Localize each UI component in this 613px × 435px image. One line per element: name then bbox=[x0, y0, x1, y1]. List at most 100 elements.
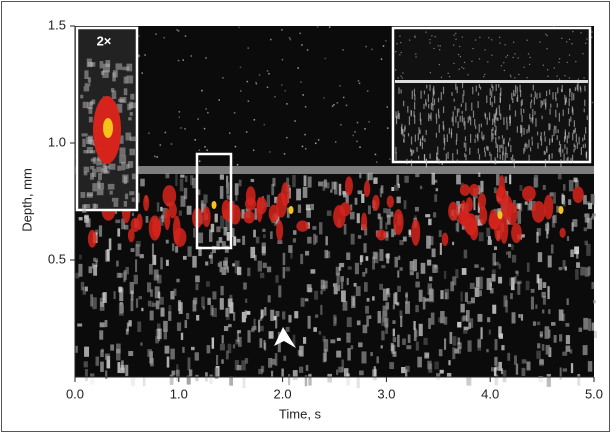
speckle bbox=[186, 312, 190, 320]
speckle bbox=[336, 369, 339, 376]
speckle bbox=[467, 116, 469, 124]
speckle bbox=[486, 145, 488, 150]
speckle bbox=[434, 179, 438, 183]
speckle bbox=[494, 118, 496, 127]
speckle bbox=[438, 230, 442, 238]
speckle bbox=[96, 189, 104, 196]
speckle bbox=[275, 310, 280, 317]
speckle bbox=[180, 195, 186, 207]
speckle bbox=[528, 154, 530, 162]
speckle bbox=[257, 260, 263, 272]
speckle bbox=[161, 215, 165, 223]
speckle bbox=[372, 296, 375, 301]
speckle bbox=[472, 47, 474, 50]
speckle bbox=[413, 328, 417, 342]
speckle bbox=[165, 173, 170, 179]
speckle bbox=[131, 212, 135, 217]
speckle bbox=[504, 176, 508, 184]
speckle bbox=[530, 288, 535, 293]
speckle bbox=[422, 296, 426, 310]
speckle bbox=[304, 106, 307, 108]
speckle bbox=[372, 369, 377, 381]
speckle bbox=[288, 374, 291, 386]
speckle bbox=[394, 292, 398, 305]
speckle bbox=[182, 59, 184, 61]
speckle bbox=[453, 44, 455, 46]
speckle bbox=[210, 305, 214, 316]
speckle bbox=[559, 367, 562, 380]
speckle bbox=[434, 361, 439, 370]
speckle bbox=[105, 370, 108, 379]
speckle bbox=[523, 66, 525, 68]
speckle bbox=[239, 66, 242, 69]
speckle bbox=[195, 374, 199, 382]
speckle bbox=[83, 86, 90, 92]
speckle bbox=[180, 332, 184, 340]
speckle bbox=[570, 249, 574, 258]
speckle bbox=[570, 116, 572, 122]
speckle bbox=[393, 184, 399, 191]
speckle bbox=[333, 104, 335, 106]
speckle bbox=[395, 152, 397, 161]
speckle bbox=[408, 231, 412, 238]
speckle bbox=[326, 251, 331, 259]
speckle bbox=[327, 373, 333, 383]
speckle bbox=[300, 297, 305, 307]
speckle bbox=[418, 289, 423, 302]
speckle bbox=[486, 348, 489, 353]
speckle bbox=[561, 313, 566, 322]
speckle bbox=[490, 154, 492, 163]
speckle bbox=[535, 304, 538, 309]
speckle bbox=[491, 273, 496, 282]
speckle bbox=[495, 112, 497, 120]
speckle bbox=[540, 136, 542, 141]
speckle bbox=[493, 113, 495, 123]
speckle bbox=[281, 368, 284, 377]
speckle bbox=[494, 95, 496, 104]
speckle bbox=[489, 88, 491, 96]
speckle bbox=[558, 61, 560, 64]
speckle bbox=[220, 285, 224, 296]
speckle bbox=[110, 344, 115, 351]
speckle bbox=[517, 282, 521, 295]
speckle bbox=[374, 368, 377, 381]
speckle bbox=[461, 268, 467, 275]
speckle bbox=[141, 72, 143, 74]
y-tick-label: 0.5 bbox=[48, 251, 66, 266]
red-blob bbox=[441, 232, 449, 246]
speckle bbox=[219, 298, 224, 310]
speckle bbox=[274, 196, 278, 204]
speckle bbox=[190, 55, 193, 57]
speckle bbox=[308, 287, 313, 293]
speckle bbox=[475, 85, 477, 92]
speckle bbox=[310, 269, 316, 274]
speckle bbox=[299, 345, 304, 357]
speckle bbox=[496, 107, 498, 115]
speckle bbox=[299, 366, 304, 373]
speckle bbox=[560, 159, 562, 167]
speckle bbox=[440, 92, 442, 101]
speckle bbox=[301, 44, 303, 46]
y-axis-label: Depth, mm bbox=[19, 168, 34, 232]
speckle bbox=[498, 135, 500, 140]
speckle bbox=[562, 109, 564, 117]
speckle bbox=[498, 263, 501, 269]
speckle bbox=[551, 153, 553, 159]
speckle bbox=[82, 204, 87, 213]
speckle bbox=[165, 259, 169, 266]
speckle bbox=[526, 143, 528, 149]
speckle bbox=[294, 120, 296, 122]
speckle bbox=[402, 72, 404, 74]
speckle bbox=[322, 181, 326, 191]
speckle bbox=[135, 259, 138, 273]
speckle bbox=[75, 272, 80, 279]
speckle bbox=[432, 97, 434, 106]
speckle bbox=[545, 98, 547, 107]
speckle bbox=[289, 38, 292, 41]
speckle bbox=[87, 77, 91, 83]
x-tick-label: 0.0 bbox=[66, 386, 84, 401]
speckle bbox=[557, 172, 562, 180]
speckle bbox=[276, 216, 280, 224]
speckle bbox=[484, 49, 486, 51]
speckle bbox=[274, 353, 278, 366]
